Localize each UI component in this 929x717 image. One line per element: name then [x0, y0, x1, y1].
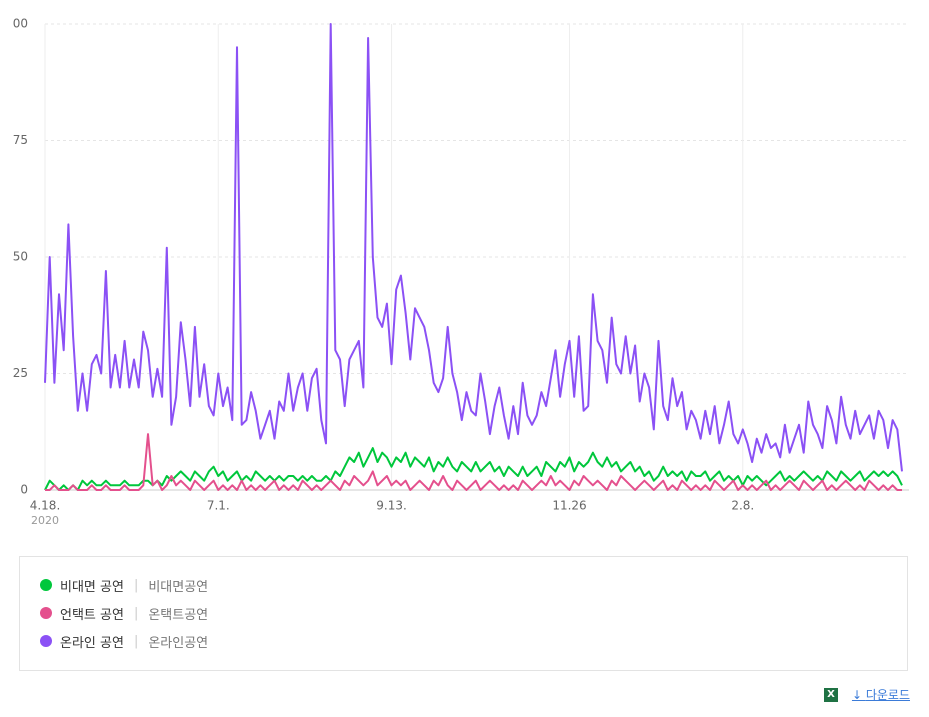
legend-keyword: 온라인공연 — [148, 635, 209, 651]
x-tick-label: 4.18. — [30, 499, 61, 513]
legend-keyword: 비대면공연 — [148, 579, 209, 595]
x-tick-label: 9.13. — [376, 499, 407, 513]
y-tick-label: 00 — [13, 17, 28, 31]
x-tick-label: 11.26 — [552, 499, 586, 513]
excel-icon[interactable]: X — [823, 687, 838, 702]
chart: 2020 0 25 50 75 00 4.18. 7.1. 9.13. 11.26 2.8. — [13, 17, 909, 527]
legend-item[interactable]: 언택트 공연 | 온택트공연 — [40, 599, 887, 627]
series-line — [44, 447, 903, 491]
legend-swatch — [40, 607, 52, 619]
download-text: 다운로드 — [865, 688, 910, 702]
series-line — [45, 433, 902, 491]
legend-separator: | — [133, 605, 139, 621]
legend-label: 언택트 공연 — [60, 607, 124, 623]
legend-item[interactable]: 비대면 공연 | 비대면공연 — [40, 571, 887, 599]
legend-item[interactable]: 온라인 공연 | 온라인공연 — [40, 627, 887, 655]
footer: X ↓ 다운로드 — [823, 686, 910, 703]
legend-label: 비대면 공연 — [60, 579, 124, 595]
y-tick-label: 25 — [13, 366, 28, 380]
legend-separator: | — [133, 633, 139, 649]
legend-keyword: 온택트공연 — [148, 607, 209, 623]
legend-label: 온라인 공연 — [60, 635, 124, 651]
legend-swatch — [40, 579, 52, 591]
x-tick-label: 2.8. — [731, 499, 754, 513]
y-tick-label: 0 — [20, 483, 28, 497]
x-tick-label: 7.1. — [207, 499, 230, 513]
y-tick-label: 50 — [13, 250, 28, 264]
series-line — [44, 23, 903, 472]
download-link[interactable]: ↓ 다운로드 — [851, 688, 910, 702]
x-sublabel: 2020 — [31, 514, 59, 527]
legend-separator: | — [133, 577, 139, 593]
y-tick-label: 75 — [13, 133, 28, 147]
legend-swatch — [40, 635, 52, 647]
